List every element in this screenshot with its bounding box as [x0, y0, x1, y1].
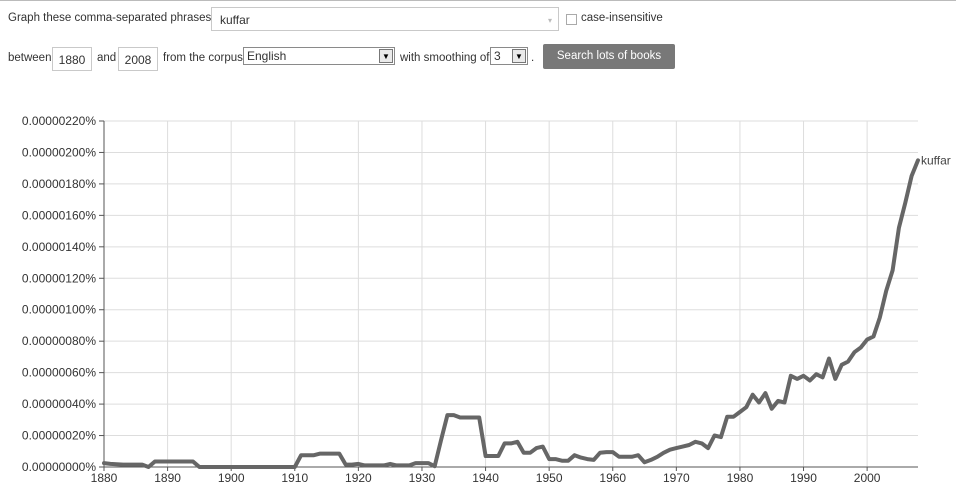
x-tick-label: 1880: [91, 471, 118, 483]
y-tick-label: 0.00000100%: [22, 303, 96, 317]
corpus-value: English: [247, 49, 287, 63]
start-year-input[interactable]: 1880: [52, 47, 92, 71]
phrases-value: kuffar: [220, 13, 250, 27]
y-tick-label: 0.00000060%: [22, 366, 96, 380]
x-tick-label: 1980: [727, 471, 754, 483]
x-tick-label: 1930: [409, 471, 436, 483]
y-tick-label: 0.00000020%: [22, 429, 96, 443]
dropdown-hint-icon: ▾: [547, 16, 552, 25]
y-tick-label: 0.00000160%: [22, 208, 96, 222]
label-layer: 0.00000000% 0.00000020% 0.00000040% 0.00000…: [22, 114, 951, 483]
smoothing-select[interactable]: 3 ▼: [490, 47, 528, 65]
x-tick-label: 1940: [472, 471, 499, 483]
y-tick-label: 0.00000220%: [22, 114, 96, 128]
smoothing-value: 3: [494, 49, 501, 63]
end-year-input[interactable]: 2008: [118, 47, 158, 71]
y-tick-label: 0.00000080%: [22, 334, 96, 348]
and-label: and: [97, 52, 117, 64]
series-line-kuffar: [102, 158, 920, 469]
y-tick-label: 0.00000120%: [22, 271, 96, 285]
x-tick-label: 1920: [345, 471, 372, 483]
corpus-select[interactable]: English ▼: [243, 47, 395, 65]
top-border: [0, 0, 956, 1]
x-tick-label: 1910: [281, 471, 308, 483]
y-tick-label: 0.00000180%: [22, 177, 96, 191]
phrases-label: Graph these comma-separated phrases:: [8, 12, 215, 24]
x-tick-label: 2000: [854, 471, 881, 483]
x-tick-label: 1950: [536, 471, 563, 483]
axes-layer: [99, 120, 918, 471]
between-label: between: [8, 52, 52, 64]
x-tick-label: 1970: [663, 471, 690, 483]
corpus-label: from the corpus: [163, 52, 243, 64]
y-tick-label: 0.00000140%: [22, 240, 96, 254]
case-insensitive-checkbox[interactable]: [566, 14, 577, 25]
phrases-input[interactable]: kuffar ▾: [211, 7, 559, 31]
y-tick-label: 0.00000000%: [22, 460, 96, 474]
period-label: .: [531, 52, 535, 64]
smoothing-label: with smoothing of: [400, 52, 490, 64]
series-label-kuffar: kuffar: [921, 153, 951, 167]
case-insensitive-label: case-insensitive: [581, 12, 663, 24]
y-tick-label: 0.00000200%: [22, 145, 96, 159]
x-tick-label: 1900: [218, 471, 245, 483]
y-tick-label: 0.00000040%: [22, 397, 96, 411]
x-tick-label: 1990: [790, 471, 817, 483]
corpus-dropdown-icon[interactable]: ▼: [379, 49, 393, 63]
smoothing-dropdown-icon[interactable]: ▼: [512, 49, 526, 63]
x-tick-label: 1890: [154, 471, 181, 483]
search-button[interactable]: Search lots of books: [543, 44, 675, 69]
x-tick-label: 1960: [599, 471, 626, 483]
line-layer: [102, 158, 920, 469]
grid-layer: [103, 120, 918, 467]
